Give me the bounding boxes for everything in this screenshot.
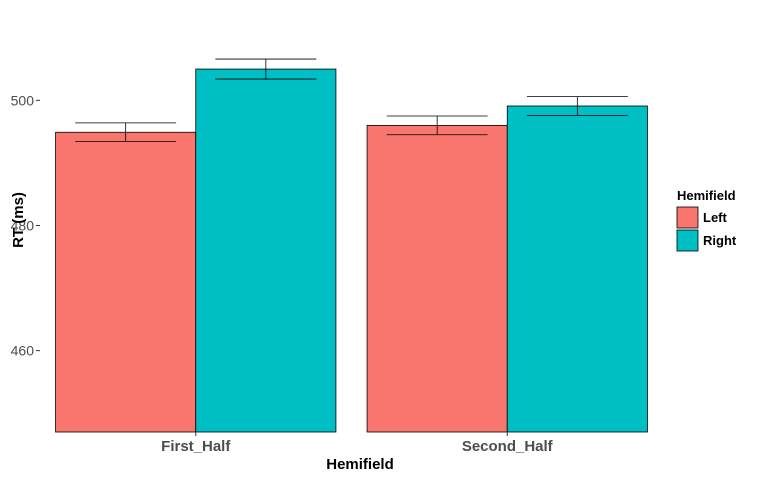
legend-key-right — [676, 229, 699, 252]
legend-title: Hemifield — [677, 188, 736, 203]
error-bar-right-first_half — [215, 58, 317, 80]
bar-right-first_half — [195, 68, 337, 433]
error-bar-left-second_half — [386, 115, 488, 136]
legend: Hemifield Left Right — [676, 188, 737, 252]
x-axis-title: Hemifield — [326, 456, 394, 473]
legend-key-left — [676, 206, 699, 229]
legend-label-right: Right — [703, 233, 737, 248]
legend-label-left: Left — [703, 210, 728, 225]
x-tick-label: Second_Half — [462, 438, 554, 455]
bar-right-second_half — [506, 105, 648, 433]
y-tick-label: 460 — [11, 343, 35, 359]
bar-left-second_half — [366, 124, 508, 433]
y-tick-label: 500 — [11, 92, 35, 108]
x-tick-label: First_Half — [161, 438, 231, 455]
error-bar-left-first_half — [75, 122, 177, 143]
error-bars-group — [75, 58, 628, 143]
y-tick-label: 480 — [11, 218, 35, 234]
bar-left-first_half — [55, 131, 197, 433]
y-axis: 460 480 500 — [11, 92, 40, 359]
bars-group — [55, 68, 648, 433]
error-bar-right-second_half — [526, 96, 628, 116]
x-axis: First_Half Second_Half — [161, 432, 554, 455]
y-axis-title: RT (ms) — [10, 192, 27, 248]
